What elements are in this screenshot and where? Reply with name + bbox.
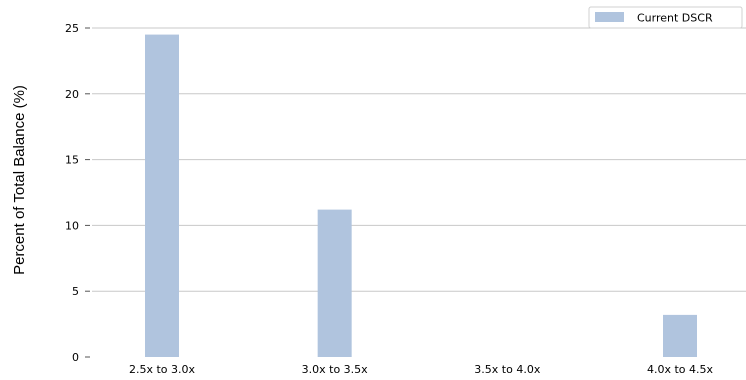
x-tick-label: 3.0x to 3.5x [302,363,369,376]
y-axis-ticks: 0 5 10 15 20 25 [65,22,90,364]
y-tick-label: 20 [65,88,79,101]
y-tick-label: 10 [65,219,79,232]
bar [663,314,697,357]
y-tick-label: 0 [72,351,79,364]
y-tick-label: 25 [65,22,79,35]
legend-label: Current DSCR [637,12,713,25]
x-axis-ticks: 2.5x to 3.0x 3.0x to 3.5x 3.5x to 4.0x 4.0x… [129,363,714,376]
y-tick-label: 5 [72,285,79,298]
x-tick-label: 4.0x to 4.5x [647,363,714,376]
x-tick-label: 3.5x to 4.0x [474,363,541,376]
grid-lines [92,27,746,292]
y-axis-title: Percent of Total Balance (%) [11,85,28,275]
y-tick-label: 15 [65,154,79,167]
x-tick-label: 2.5x to 3.0x [129,363,196,376]
legend: Current DSCR [588,6,743,29]
legend-swatch [595,12,624,22]
bar [317,209,352,357]
bar [145,34,179,358]
bars [145,34,697,358]
legend-box [588,6,743,29]
